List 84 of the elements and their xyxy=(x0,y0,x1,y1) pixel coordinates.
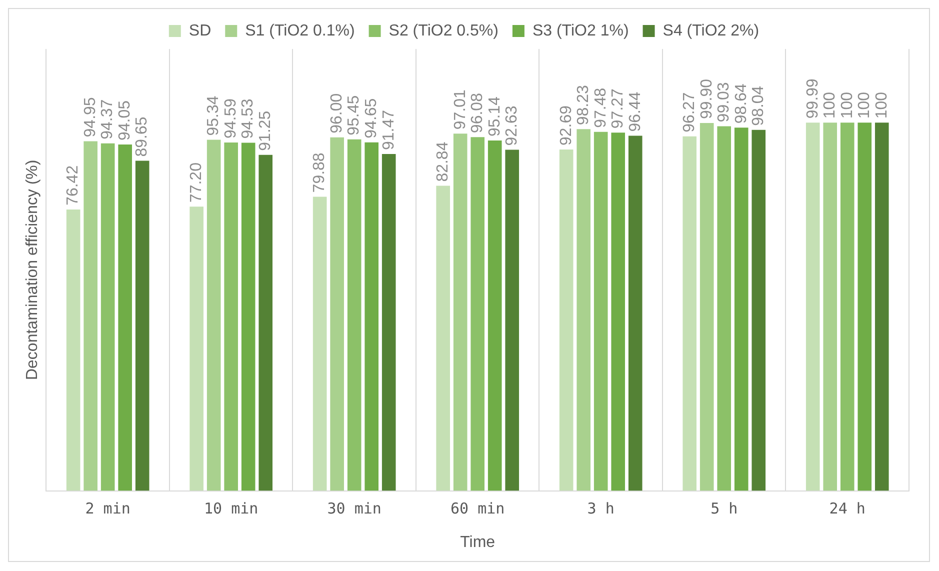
bar xyxy=(628,136,642,491)
data-label: 94.95 xyxy=(82,97,99,138)
bar xyxy=(312,196,327,491)
data-label: 97.01 xyxy=(452,90,469,130)
bar xyxy=(611,132,626,491)
x-tick-label: 30 min xyxy=(327,500,382,518)
data-label: 97.27 xyxy=(610,88,627,129)
data-label: 94.05 xyxy=(116,100,134,141)
bar xyxy=(84,141,98,491)
bar xyxy=(206,140,221,491)
data-label: 95.14 xyxy=(486,96,504,137)
data-label: 92.63 xyxy=(504,106,521,146)
x-tick-label: 10 min xyxy=(204,500,258,518)
bar xyxy=(717,126,732,491)
legend-label: S4 (TiO2 2%) xyxy=(662,22,760,40)
data-label: 94.37 xyxy=(99,99,116,140)
data-label: 96.44 xyxy=(626,92,644,132)
bar xyxy=(874,122,889,491)
bar xyxy=(594,132,608,491)
x-tick-label: 24 h xyxy=(829,500,866,518)
bar xyxy=(700,123,714,491)
legend-label: S3 (TiO2 1%) xyxy=(532,22,629,40)
data-label: 98.23 xyxy=(575,85,592,126)
bar xyxy=(241,142,256,491)
bar xyxy=(347,139,362,491)
bar xyxy=(488,140,502,491)
data-label: 100 xyxy=(838,92,856,119)
data-label: 77.20 xyxy=(188,162,205,203)
x-tick-label: 2 min xyxy=(85,500,130,518)
data-label: 89.65 xyxy=(134,116,151,157)
legend-label: S2 (TiO2 0.5%) xyxy=(388,22,498,40)
data-label: 95.45 xyxy=(346,95,363,136)
y-axis-title: Decontamination efficiency (%) xyxy=(24,160,42,380)
bar xyxy=(505,150,520,491)
data-label: 82.84 xyxy=(434,142,452,182)
data-label: 79.88 xyxy=(311,152,328,193)
bar xyxy=(840,122,854,491)
data-label: 96.00 xyxy=(328,93,346,134)
bar xyxy=(100,143,115,491)
data-label: 95.34 xyxy=(205,96,222,136)
bar xyxy=(436,186,450,491)
bar xyxy=(734,128,748,491)
data-label: 96.27 xyxy=(681,92,698,132)
bar xyxy=(135,160,150,491)
bar xyxy=(752,130,766,491)
data-label: 94.53 xyxy=(240,98,257,139)
bar xyxy=(806,122,820,491)
bar xyxy=(364,142,378,491)
data-label: 100 xyxy=(856,92,874,119)
x-tick-label: 5 h xyxy=(710,500,738,518)
data-label: 97.48 xyxy=(592,88,610,128)
legend-label: SD xyxy=(188,22,212,40)
data-label: 99.90 xyxy=(698,78,716,119)
bar xyxy=(118,144,132,491)
data-label: 91.47 xyxy=(380,110,398,150)
data-label: 91.25 xyxy=(257,110,274,151)
data-label: 94.59 xyxy=(222,98,240,139)
data-label: 96.08 xyxy=(469,92,486,134)
data-label: 99.99 xyxy=(804,78,822,119)
bar xyxy=(470,137,485,491)
bar xyxy=(258,154,272,491)
bar xyxy=(858,122,872,491)
data-label: 99.03 xyxy=(716,82,733,122)
bar xyxy=(453,134,468,491)
bar xyxy=(682,136,697,491)
bar xyxy=(559,150,574,491)
data-label: 76.42 xyxy=(64,165,82,206)
bar xyxy=(330,137,344,491)
x-tick-label: 3 h xyxy=(587,500,614,518)
bar xyxy=(382,154,396,491)
data-label: 92.69 xyxy=(558,105,575,146)
legend-label: S1 (TiO2 0.1%) xyxy=(245,22,355,40)
bar xyxy=(576,129,591,491)
bar xyxy=(224,142,238,491)
data-label: 100 xyxy=(873,92,890,119)
data-label: 94.65 xyxy=(363,98,380,138)
data-label: 100 xyxy=(822,92,839,119)
bar xyxy=(823,122,838,491)
bar xyxy=(190,206,204,491)
x-axis-title: Time xyxy=(460,534,496,551)
data-label: 98.64 xyxy=(732,84,750,124)
x-tick-label: 60 min xyxy=(450,500,505,518)
bar xyxy=(66,209,80,491)
data-label: 98.04 xyxy=(750,86,768,126)
